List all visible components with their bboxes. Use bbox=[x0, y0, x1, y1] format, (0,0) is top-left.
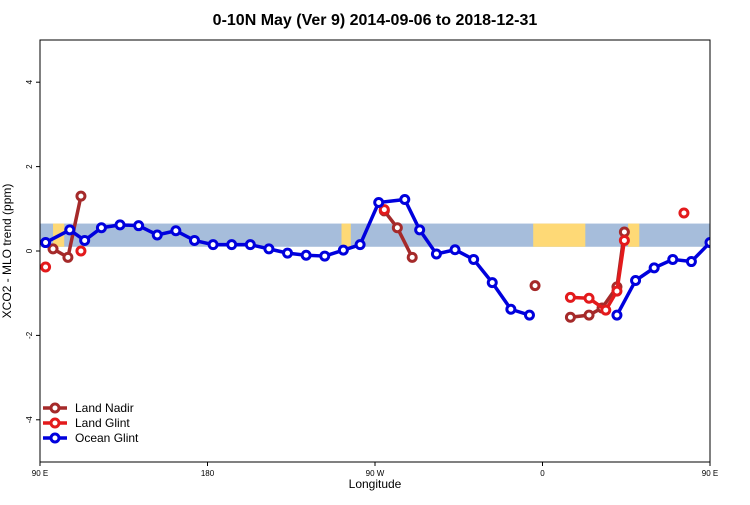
data-point bbox=[399, 194, 411, 206]
data-point bbox=[529, 280, 541, 292]
data-point bbox=[648, 262, 660, 274]
data-point bbox=[618, 234, 630, 246]
land-segment bbox=[533, 223, 586, 247]
data-point bbox=[95, 222, 107, 234]
data-point bbox=[523, 309, 535, 321]
data-point bbox=[414, 224, 426, 236]
series-ocean-glint bbox=[40, 194, 750, 321]
land-segment bbox=[628, 223, 640, 247]
y-tick-label: -4 bbox=[25, 416, 34, 424]
plot-frame bbox=[39, 39, 711, 463]
x-axis-label: Longitude bbox=[349, 477, 402, 491]
series-land-glint bbox=[40, 204, 690, 316]
data-point bbox=[391, 222, 403, 234]
series-land-nadir bbox=[47, 190, 630, 323]
x-tick-label: 90 W bbox=[366, 469, 385, 478]
y-tick-label: 0 bbox=[25, 248, 34, 253]
data-point bbox=[188, 234, 200, 246]
data-point bbox=[667, 253, 679, 265]
data-point bbox=[678, 207, 690, 219]
land-segment bbox=[341, 223, 351, 247]
x-tick-label: 0 bbox=[540, 469, 545, 478]
data-point bbox=[282, 247, 294, 259]
y-tick-label: -2 bbox=[25, 331, 34, 339]
data-point bbox=[170, 225, 182, 237]
data-point bbox=[207, 239, 219, 251]
data-point bbox=[354, 239, 366, 251]
data-point bbox=[151, 229, 163, 241]
y-tick-label: 2 bbox=[25, 164, 34, 169]
data-point bbox=[564, 311, 576, 323]
y-tick-label: 4 bbox=[25, 79, 34, 84]
x-tick-label: 90 E bbox=[702, 469, 718, 478]
data-point bbox=[618, 226, 630, 238]
x-tick-label: 180 bbox=[201, 469, 215, 478]
data-point bbox=[505, 303, 517, 315]
data-point bbox=[378, 204, 390, 216]
y-axis-label: XCO2 - MLO trend (ppm) bbox=[0, 184, 14, 319]
data-point bbox=[263, 243, 275, 255]
data-point bbox=[319, 250, 331, 262]
data-point bbox=[600, 304, 612, 316]
data-point bbox=[583, 292, 595, 304]
legend-label: Land Glint bbox=[75, 416, 130, 430]
legend-item: Land Glint bbox=[43, 416, 130, 430]
y-axis: -4 -2 0 2 4 bbox=[25, 79, 40, 423]
legend-marker bbox=[49, 417, 61, 429]
data-point bbox=[40, 237, 52, 249]
data-point bbox=[630, 275, 642, 287]
data-point bbox=[75, 190, 87, 202]
series-layer bbox=[40, 190, 750, 323]
data-point bbox=[611, 285, 623, 297]
data-point bbox=[244, 239, 256, 251]
chart-title: 0-10N May (Ver 9) 2014-09-06 to 2018-12-… bbox=[213, 12, 538, 29]
legend-label: Land Nadir bbox=[75, 401, 134, 415]
data-point bbox=[47, 243, 59, 255]
data-point bbox=[486, 277, 498, 289]
data-point bbox=[564, 291, 576, 303]
x-axis: 90 E 180 90 W 0 90 E bbox=[32, 462, 718, 478]
data-point bbox=[40, 261, 52, 273]
data-point bbox=[406, 251, 418, 263]
legend-item: Land Nadir bbox=[43, 401, 134, 415]
x-tick-label: 90 E bbox=[32, 469, 48, 478]
data-point bbox=[468, 253, 480, 265]
series-line bbox=[570, 240, 627, 312]
data-point bbox=[704, 237, 710, 249]
legend-item: Ocean Glint bbox=[43, 431, 139, 445]
legend-marker bbox=[49, 432, 61, 444]
data-point bbox=[430, 248, 442, 260]
data-point bbox=[114, 219, 126, 231]
data-point bbox=[337, 244, 349, 256]
data-point bbox=[79, 234, 91, 246]
data-point bbox=[583, 309, 595, 321]
data-point bbox=[743, 226, 750, 234]
data-point bbox=[611, 309, 623, 321]
data-point bbox=[685, 256, 697, 268]
data-point bbox=[226, 239, 238, 251]
legend-label: Ocean Glint bbox=[75, 431, 139, 445]
legend-marker bbox=[49, 402, 61, 414]
data-point bbox=[373, 196, 385, 208]
data-point bbox=[75, 245, 87, 257]
data-point bbox=[449, 244, 461, 256]
data-point bbox=[725, 225, 733, 233]
data-point bbox=[64, 224, 76, 236]
data-point bbox=[133, 220, 145, 232]
data-point bbox=[300, 249, 312, 261]
data-point bbox=[62, 251, 74, 263]
map-band bbox=[40, 223, 710, 247]
